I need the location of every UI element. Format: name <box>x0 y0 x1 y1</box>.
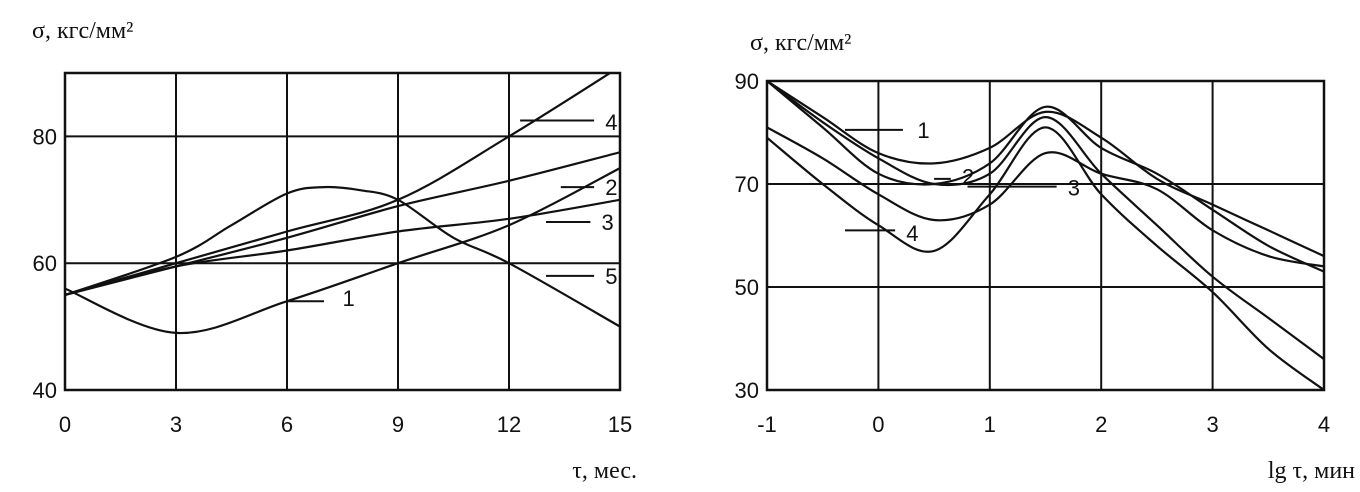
y-tick-label: 70 <box>735 172 759 197</box>
x-tick-label: 3 <box>1206 412 1218 437</box>
x-tick-label: 1 <box>984 412 996 437</box>
series-line-4 <box>767 126 1324 390</box>
series-line-3 <box>65 198 620 296</box>
y-axis-label: σ, кгс/мм² <box>750 30 851 56</box>
plot-frame <box>765 79 1326 392</box>
x-tick-label: 2 <box>1095 412 1107 437</box>
y-axis-label: σ, кгс/мм² <box>32 18 133 44</box>
series-line-2 <box>767 81 1324 273</box>
x-tick-label: 3 <box>170 412 182 437</box>
x-tick-label: 12 <box>497 412 521 437</box>
x-tick-label: 6 <box>281 412 293 437</box>
y-tick-label: 30 <box>735 378 759 403</box>
y-tick-label: 50 <box>735 275 759 300</box>
x-tick-label: -1 <box>757 412 777 437</box>
curve-label-1: 1 <box>343 286 355 311</box>
curve-label-3: 3 <box>1068 176 1080 201</box>
curve-label-3: 3 <box>602 210 614 235</box>
x-axis-label: τ, мес. <box>572 458 637 484</box>
series-line-unlabeled-4 <box>767 81 1324 360</box>
x-tick-label: 15 <box>608 412 632 437</box>
curve-label-4: 4 <box>605 110 617 135</box>
curve-label-2: 2 <box>962 164 974 189</box>
y-tick-label: 90 <box>735 69 759 94</box>
curve-label-2: 2 <box>605 175 617 200</box>
series-line-4 <box>65 73 613 296</box>
curve-label-5: 5 <box>605 264 617 289</box>
series-line-5 <box>65 185 620 328</box>
curve-label-1: 1 <box>917 118 929 143</box>
x-tick-label: 4 <box>1318 412 1330 437</box>
chart-stress-vs-log-time: σ, кгс/мм² lg τ, мин -1 0 1 2 3 4 30 50 70 90 1 2 3 4 <box>735 30 1356 484</box>
y-tick-label: 60 <box>33 251 57 276</box>
plot-frame <box>63 71 622 392</box>
x-axis-label: lg τ, мин <box>1268 458 1355 484</box>
x-tick-label: 0 <box>872 412 884 437</box>
x-tick-label: 0 <box>59 412 71 437</box>
series-line-1 <box>767 81 1324 258</box>
y-tick-label: 80 <box>33 124 57 149</box>
y-tick-label: 40 <box>33 378 57 403</box>
series-line-3 <box>767 126 1324 268</box>
x-tick-label: 9 <box>392 412 404 437</box>
curve-label-4: 4 <box>906 221 918 246</box>
